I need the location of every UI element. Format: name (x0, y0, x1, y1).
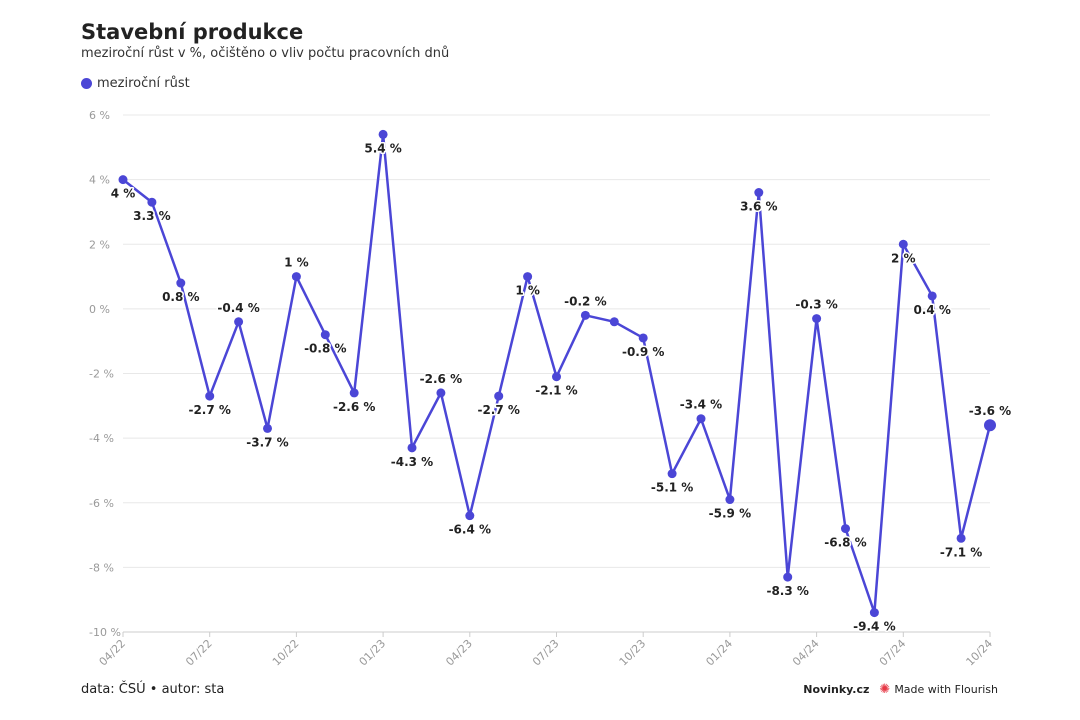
data-point (176, 278, 186, 288)
chart-subtitle: meziroční růst v %, očištěno o vliv počt… (81, 46, 450, 61)
x-tick-label: 04/24 (790, 637, 822, 669)
x-tick-label: 10/23 (617, 637, 649, 669)
data-point (783, 572, 793, 582)
y-tick-label: -8 % (89, 561, 114, 574)
circle-marker-icon (81, 78, 92, 89)
data-label: 0.4 % (913, 303, 950, 317)
data-label: -9.4 % (853, 620, 895, 634)
x-tick-label: 04/23 (443, 637, 475, 669)
data-label: -0.4 % (217, 301, 259, 315)
data-label: -8.3 % (766, 584, 808, 598)
x-tick-label: 10/22 (270, 637, 302, 669)
data-point (869, 608, 879, 618)
data-label: 4 % (111, 187, 136, 201)
data-label: -3.6 % (969, 404, 1011, 418)
x-tick-label: 07/24 (877, 637, 909, 669)
y-tick-label: -6 % (89, 497, 114, 510)
data-point (609, 317, 619, 327)
y-tick-label: 2 % (89, 238, 110, 251)
y-tick-label: -4 % (89, 432, 114, 445)
flourish-logo-icon: ✺ (879, 682, 891, 697)
y-tick-label: 6 % (89, 109, 110, 122)
data-label: -0.9 % (622, 345, 664, 359)
data-point (841, 524, 850, 534)
brand-name[interactable]: Novinky.cz (803, 683, 870, 696)
data-point (927, 291, 937, 301)
data-label: 5.4 % (364, 141, 401, 155)
data-label: -6.4 % (449, 523, 491, 537)
data-label: -2.1 % (535, 384, 577, 398)
data-point (205, 391, 215, 401)
data-label: -5.9 % (709, 507, 751, 521)
x-tick-label: 10/24 (964, 637, 996, 669)
data-point (407, 443, 417, 453)
legend[interactable]: meziroční růst (81, 76, 190, 91)
x-tick-label: 01/23 (357, 637, 389, 669)
data-point (320, 330, 330, 340)
data-point (349, 388, 359, 398)
data-label: 1 % (515, 284, 540, 298)
data-label: 2 % (891, 251, 916, 265)
flourish-credit[interactable]: ✺ Made with Flourish (879, 682, 998, 697)
chart-title: Stavební produkce (81, 20, 304, 44)
data-label: -6.8 % (824, 536, 866, 550)
data-point (580, 310, 590, 320)
data-point (523, 272, 533, 282)
source-credit: data: ČSÚ • autor: sta (81, 682, 225, 697)
data-label: 3.3 % (133, 209, 170, 223)
data-label: -0.8 % (304, 342, 346, 356)
data-point (812, 314, 822, 324)
data-point (494, 391, 504, 401)
data-point (378, 129, 388, 139)
data-point (263, 423, 272, 433)
data-point (898, 239, 908, 249)
data-point (234, 317, 244, 327)
data-point (667, 469, 677, 479)
data-point (436, 388, 446, 398)
data-point (754, 188, 764, 198)
x-tick-label: 07/23 (530, 637, 562, 669)
data-point (696, 414, 706, 424)
flourish-label: Made with Flourish (894, 683, 998, 696)
data-label: -2.7 % (477, 403, 519, 417)
y-tick-label: 0 % (89, 303, 110, 316)
y-tick-label: -10 % (89, 626, 121, 639)
legend-label: meziroční růst (97, 76, 190, 91)
data-point (552, 372, 561, 382)
data-label: 3.6 % (740, 200, 777, 214)
footer-branding: Novinky.cz ✺ Made with Flourish (803, 682, 998, 697)
data-label: -4.3 % (391, 455, 433, 469)
data-label: 0.8 % (162, 290, 199, 304)
data-label: -2.7 % (188, 403, 230, 417)
data-point (984, 419, 996, 432)
y-tick-label: -2 % (89, 368, 114, 381)
data-label: -2.6 % (420, 372, 462, 386)
data-label: -5.1 % (651, 481, 693, 495)
data-label: -3.7 % (246, 435, 288, 449)
data-point (291, 272, 301, 282)
data-point (638, 333, 648, 343)
data-point (956, 533, 966, 543)
data-point (118, 175, 128, 185)
x-tick-label: 04/22 (97, 637, 129, 669)
data-point (465, 511, 475, 521)
x-tick-label: 07/22 (183, 637, 215, 669)
y-tick-label: 4 % (89, 174, 110, 187)
data-point (725, 495, 735, 505)
data-label: -7.1 % (940, 545, 982, 559)
data-label: -0.3 % (795, 298, 837, 312)
data-point (147, 197, 157, 207)
data-label: -0.2 % (564, 294, 606, 308)
data-label: -2.6 % (333, 400, 375, 414)
data-label: -3.4 % (680, 398, 722, 412)
data-label: 1 % (284, 256, 309, 270)
x-tick-label: 01/24 (703, 637, 735, 669)
